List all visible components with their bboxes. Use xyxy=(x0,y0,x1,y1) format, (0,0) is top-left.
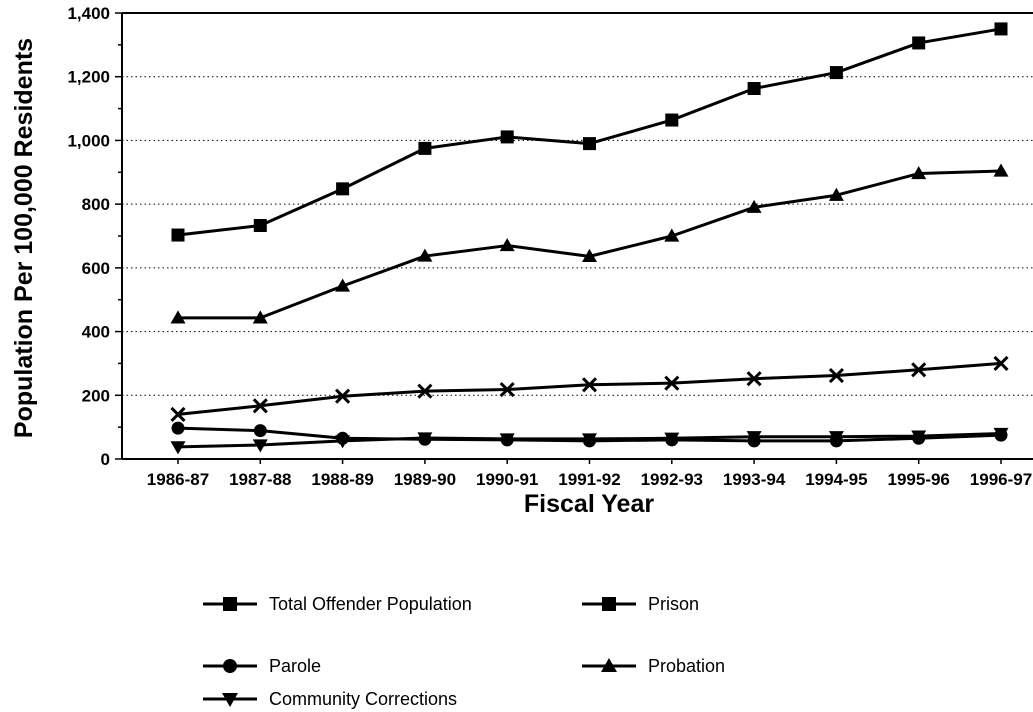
data-point xyxy=(172,422,185,435)
data-point xyxy=(172,229,185,242)
legend-label: Community Corrections xyxy=(269,689,457,709)
gridlines xyxy=(122,13,1033,395)
legend-item: Prison xyxy=(582,594,699,614)
series-group xyxy=(171,22,1009,454)
data-point xyxy=(254,424,267,437)
y-tick-label: 800 xyxy=(82,195,110,214)
y-tick-label: 1,200 xyxy=(67,68,110,87)
data-point xyxy=(748,82,761,95)
series-line xyxy=(178,29,1001,235)
series-line xyxy=(178,363,1001,414)
series-line xyxy=(178,171,1001,318)
legend-item: Community Corrections xyxy=(203,689,457,709)
legend-marker xyxy=(223,659,237,673)
x-tick-label: 1990-91 xyxy=(476,470,538,489)
x-tick-label: 1993-94 xyxy=(723,470,786,489)
x-tick-label: 1995-96 xyxy=(888,470,950,489)
legend-label: Total Offender Population xyxy=(269,594,472,614)
axes xyxy=(122,13,1033,459)
y-axis-title: Population Per 100,000 Residents xyxy=(10,38,38,438)
data-point xyxy=(501,130,514,143)
data-point xyxy=(995,22,1008,35)
legend: Total Offender Population Prison Parole Pro… xyxy=(203,594,725,709)
x-tick-label: 1987-88 xyxy=(229,470,291,489)
data-point xyxy=(830,66,843,79)
y-tick-label: 200 xyxy=(82,386,110,405)
x-tick-label: 1996-97 xyxy=(970,470,1032,489)
series-prison xyxy=(172,357,1008,421)
legend-marker xyxy=(223,597,237,611)
legend-marker xyxy=(602,597,616,611)
y-tick-label: 1,400 xyxy=(67,4,110,23)
data-point xyxy=(912,36,925,49)
legend-label: Probation xyxy=(648,656,725,676)
y-tick-label: 0 xyxy=(101,450,110,469)
legend-item: Parole xyxy=(203,656,321,676)
x-tick-label: 1992-93 xyxy=(641,470,703,489)
data-point xyxy=(665,114,678,127)
series-community-corrections xyxy=(171,428,1009,454)
x-tick-label: 1988-89 xyxy=(311,470,373,489)
y-axis-ticks: 0 200 400 600 800 1,000 1,200 1,400 xyxy=(67,4,122,469)
legend-item: Probation xyxy=(582,656,725,676)
data-point xyxy=(583,137,596,150)
y-tick-label: 1,000 xyxy=(67,131,110,150)
x-axis-ticks: 1986-87 1987-88 1988-89 1989-90 1990-91 1991-… xyxy=(147,459,1032,489)
data-point xyxy=(500,238,515,251)
x-tick-label: 1991-92 xyxy=(558,470,620,489)
data-point xyxy=(418,142,431,155)
data-point xyxy=(254,219,267,232)
y-tick-label: 400 xyxy=(82,323,110,342)
series-total-offender-population xyxy=(172,22,1008,241)
x-tick-label: 1994-95 xyxy=(805,470,867,489)
legend-label: Prison xyxy=(648,594,699,614)
x-tick-label: 1986-87 xyxy=(147,470,209,489)
legend-label: Parole xyxy=(269,656,321,676)
legend-item: Total Offender Population xyxy=(203,594,472,614)
y-tick-label: 600 xyxy=(82,259,110,278)
series-probation xyxy=(171,164,1009,324)
x-axis-title: Fiscal Year xyxy=(524,490,654,518)
data-point xyxy=(336,182,349,195)
x-tick-label: 1989-90 xyxy=(394,470,456,489)
